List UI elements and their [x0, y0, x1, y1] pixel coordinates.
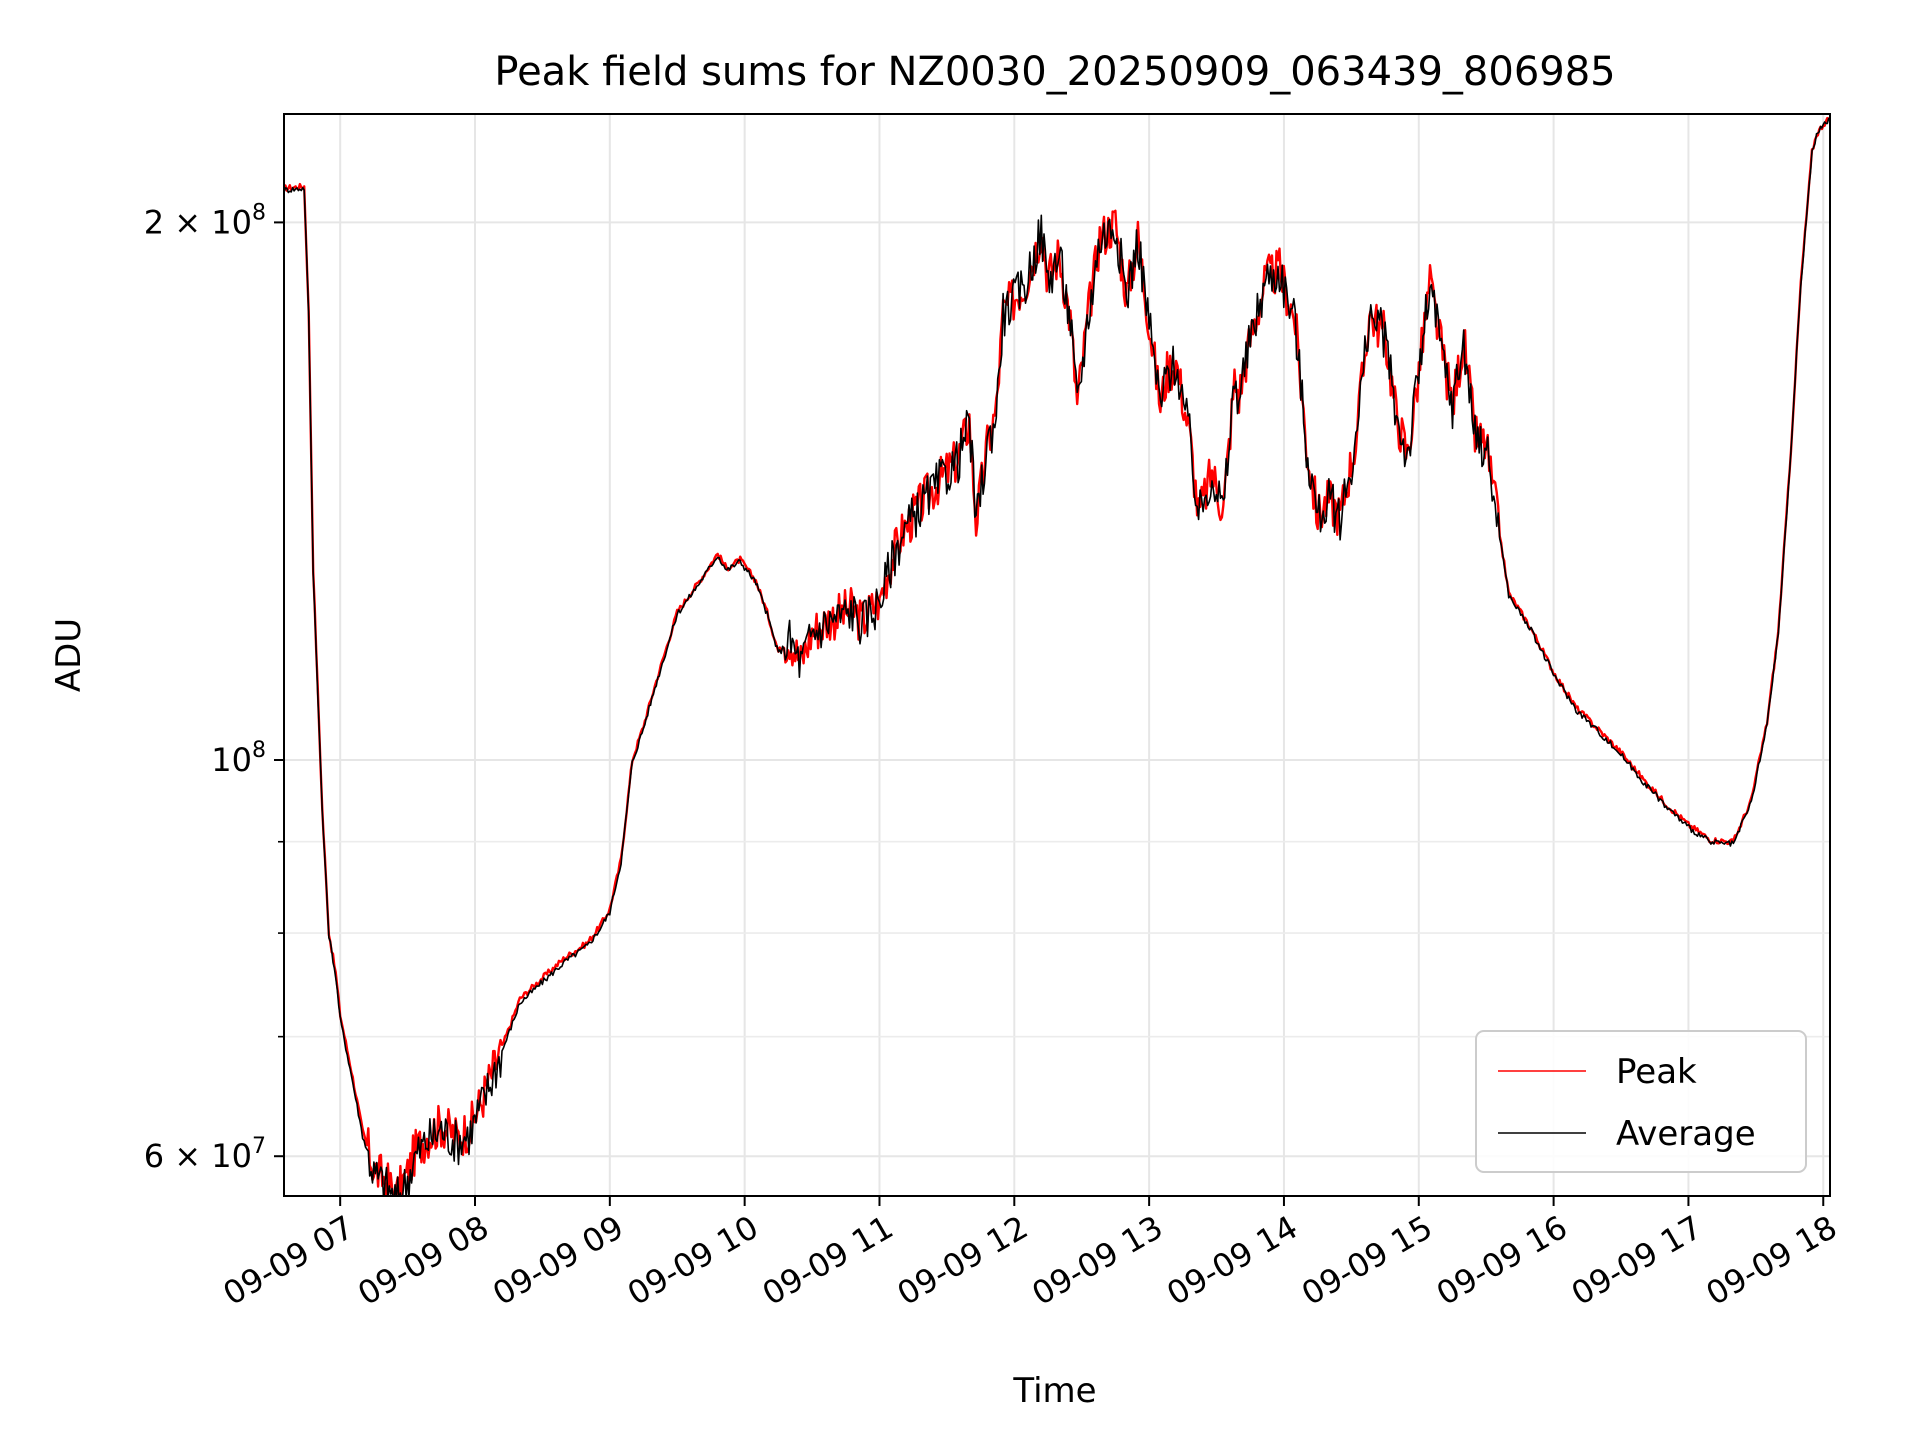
y-axis-label: ADU — [49, 618, 89, 692]
y-tick-label-exponent: 8 — [252, 738, 266, 763]
legend-label-peak: Peak — [1616, 1052, 1697, 1092]
y-tick-label-base: 6 × 10 — [144, 1137, 252, 1175]
x-axis-label: Time — [1012, 1371, 1096, 1411]
series-layer — [284, 116, 1830, 1196]
y-tick-label-exponent: 7 — [252, 1134, 266, 1159]
grid — [284, 114, 1830, 1196]
series-line-average — [284, 117, 1830, 1196]
y-tick-label-base: 10 — [211, 741, 252, 779]
y-tick-label-base: 2 × 10 — [144, 203, 252, 241]
y-tick-label: 108 — [211, 738, 266, 779]
y-tick-label: 6 × 107 — [144, 1134, 266, 1175]
plot-frame — [283, 113, 1831, 1197]
legend-box — [1475, 1030, 1807, 1173]
y-tick-label: 2 × 108 — [144, 200, 266, 241]
chart-title: Peak field sums for NZ0030_20250909_0634… — [494, 49, 1615, 95]
y-tick-label-exponent: 8 — [252, 200, 266, 225]
legend-label-average: Average — [1616, 1114, 1756, 1154]
legend: Peak Average — [1475, 1030, 1807, 1173]
